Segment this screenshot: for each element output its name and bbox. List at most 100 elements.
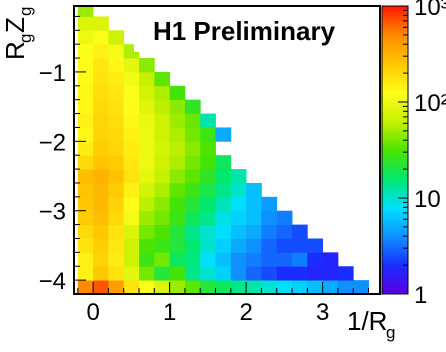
heatmap-cell [93,169,109,184]
color-scale-segment [382,73,408,77]
heatmap-cell [77,44,94,59]
heatmap-cell [230,238,247,253]
color-scale-segment [382,54,408,57]
heatmap-cell [139,210,155,225]
color-scale-segment [382,152,408,156]
heatmap-cell [108,113,125,128]
color-scale-segment [382,140,408,144]
y-axis-ticks: −1 −2 −3 −4 [39,15,86,295]
y-tick-label: −4 [39,268,66,295]
heatmap-cell [139,85,155,101]
heatmap-cell [154,141,171,156]
color-scale-segment [382,92,408,96]
heatmap-cell [139,252,155,267]
color-scale-segment [382,70,408,74]
heatmap-cell [139,224,155,239]
heatmap-cell [261,280,278,295]
heatmap-cell [261,224,278,239]
heatmap-cell [184,280,201,295]
svg-text:g: g [386,323,395,342]
heatmap-cell [169,141,186,156]
heatmap-cell [169,252,186,267]
heatmap-cell [322,280,339,295]
heatmap-cell [154,266,171,281]
color-scale-segment [382,291,408,295]
color-scale-segment [382,94,408,98]
heatmap-cell [322,266,339,281]
heatmap-cell [292,266,308,281]
y-tick-label: −1 [39,60,66,87]
heatmap-cell [77,71,94,87]
heatmap-cell [184,113,201,128]
heatmap-cell [169,280,186,295]
color-scale-segment [382,68,408,72]
heatmap-cell [261,238,278,253]
heatmap-cell [77,238,94,253]
heatmap-cell [169,210,186,225]
heatmap-cell [93,127,109,142]
heatmap-cell [230,169,247,184]
heatmap-cell [123,252,140,267]
color-scale-segment [382,224,408,228]
heatmap-cell [77,99,94,114]
heatmap-cell [139,99,155,114]
heatmap-cell [123,141,140,156]
heatmap-cell [154,252,171,267]
heatmap-cell [139,141,155,156]
heatmap-cell [93,44,109,59]
color-scale-segment [382,142,408,146]
color-scale-segment [382,234,408,237]
color-scale-segment [382,202,408,206]
color-scale-segment [382,6,408,9]
heatmap-cell [108,99,125,114]
x-axis-ticks: 0 1 2 3 [77,282,370,326]
heatmap-cell [184,196,201,212]
color-scale-segment [382,145,408,149]
heatmap-cell [77,16,94,31]
color-scale-segment [382,188,408,192]
heatmap-cell [93,85,109,101]
heatmap-cell [154,127,171,142]
color-scale-segment [382,114,408,117]
heatmap-cell [200,169,216,184]
color-scale-segment [382,106,408,110]
color-scale-segment [382,238,408,242]
heatmap-cell [139,182,155,198]
color-scale-segment [382,236,408,240]
heatmap-cell [307,238,324,253]
color-scale-segment [382,118,408,122]
color-scale-segment [382,198,408,201]
heatmap-cell [184,224,201,239]
heatmap-cell [77,182,94,198]
color-scale-segment [382,32,408,36]
x-tick-label: 3 [316,299,329,326]
color-scale-segment [382,262,408,266]
color-scale-segment [382,279,408,283]
heatmap-cell [93,182,109,198]
color-scale-segment [382,154,408,158]
heatmap-cell [123,99,140,114]
heatmap-cell [215,182,232,198]
heatmap-cell [184,169,201,184]
color-scale-segment [382,286,408,290]
heatmap-cell [93,141,109,156]
heatmap-cell [123,58,140,73]
heatmap-cell [139,266,155,281]
color-scale-segment [382,15,408,19]
color-scale-segment [382,133,408,137]
color-scale-segment [382,166,408,170]
heatmap-cell [139,58,155,73]
color-scale-segment [382,66,408,69]
heatmap-cell [169,169,186,184]
heatmap-cell [246,266,262,281]
heatmap-cell [154,85,171,101]
color-scale-segment [382,174,408,177]
heatmap-cell [184,127,201,142]
heatmap-cell [108,182,125,198]
color-scale-frame [381,5,409,295]
heatmap-cell [139,238,155,253]
heatmap-cell [77,113,94,128]
heatmap-cell [108,210,125,225]
heatmap-cell [215,155,232,170]
heatmap-cell [246,252,262,267]
